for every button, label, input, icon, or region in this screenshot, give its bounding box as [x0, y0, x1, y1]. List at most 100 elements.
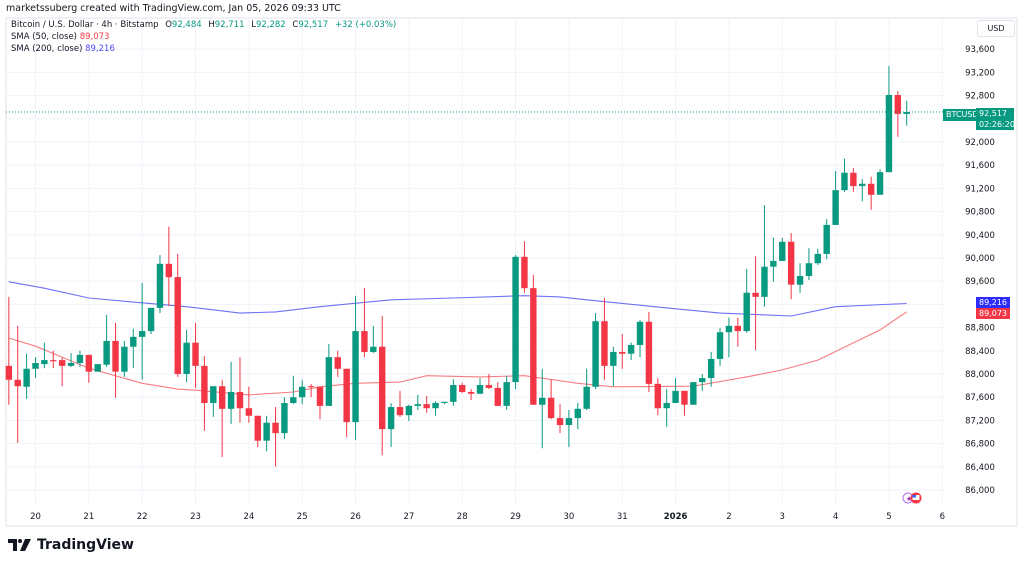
candle-up: [130, 328, 137, 369]
candle-body: [41, 360, 48, 365]
time-tick-label: 31: [617, 512, 628, 522]
sma50-legend[interactable]: SMA (50, close) 89,073: [11, 32, 109, 42]
candle-body: [121, 346, 128, 372]
price-tick-label: 93,200: [965, 68, 995, 78]
candle-body: [610, 351, 617, 366]
sma200-line: [8, 281, 907, 317]
candle-body: [779, 241, 786, 261]
time-axis[interactable]: 20 21 22 23 24 25 26 27 28 29 30 31 2026 2 3 4 5 6: [30, 512, 945, 522]
price-tick-label: 86,000: [965, 486, 995, 496]
close-label: C: [292, 20, 299, 30]
candle-body: [343, 368, 350, 423]
candle-body: [361, 331, 368, 352]
candle-body: [814, 253, 822, 264]
candle-up: [210, 386, 217, 417]
candle-body: [459, 385, 466, 392]
candle-body: [565, 418, 573, 426]
candle-body: [556, 418, 564, 426]
candle-body: [796, 275, 804, 285]
time-tick-label: 20: [30, 512, 41, 522]
time-tick-label: 23: [190, 512, 201, 522]
sma200-line-group: [8, 281, 907, 317]
time-tick-label: 26: [350, 512, 361, 522]
high-label: H: [208, 20, 215, 30]
candle-body: [521, 256, 528, 289]
candle-up: [441, 401, 448, 405]
candle-down: [334, 350, 341, 377]
candle-body: [307, 386, 315, 388]
candle-body: [770, 260, 777, 267]
price-tick-label: 90,400: [965, 231, 995, 241]
candle-up: [227, 361, 235, 424]
last-price-value: 92,517: [979, 109, 1007, 118]
candle-down: [752, 256, 759, 351]
price-tick-label: 88,400: [965, 347, 995, 357]
flags-icon[interactable]: ★: [902, 492, 922, 504]
candle-body: [672, 390, 679, 403]
candle-body: [601, 321, 608, 366]
candle-body: [450, 385, 457, 402]
price-tick-label: 88,800: [965, 324, 995, 334]
candle-body: [690, 382, 697, 405]
price-tick-label: 86,800: [965, 440, 995, 450]
candle-down: [272, 407, 279, 467]
candle-up: [299, 379, 306, 405]
candle-up: [103, 314, 110, 368]
candle-down: [343, 368, 350, 438]
candle-body: [263, 422, 270, 441]
tradingview-logo-icon: [8, 539, 31, 551]
tradingview-logo[interactable]: TradingView: [8, 537, 134, 553]
price-tick-label: 87,200: [965, 416, 995, 426]
candle-body: [592, 321, 599, 387]
candle-body: [245, 408, 253, 416]
candle-up: [281, 397, 288, 439]
price-tick-label: 88,000: [965, 370, 995, 380]
candle-body: [334, 357, 341, 369]
candle-down: [867, 176, 875, 210]
symbol-tag: BTCUSD: [943, 109, 982, 121]
price-axis[interactable]: 86,000 86,400 86,800 87,200 87,600 88,000 88,4…: [965, 45, 995, 496]
candle-down: [201, 356, 208, 431]
candle-body: [165, 263, 173, 278]
candle-body: [14, 379, 21, 387]
candle-up: [761, 205, 768, 307]
sma200-label: SMA (200, close): [11, 44, 83, 54]
candle-body: [894, 95, 902, 114]
candle-down: [521, 241, 528, 293]
time-tick-label: 28: [457, 512, 468, 522]
price-tick-label: 92,800: [965, 92, 995, 102]
time-tick-label: 6: [940, 512, 945, 522]
candle-down: [734, 317, 742, 347]
sma200-tag: 89,216: [976, 297, 1010, 308]
candle-body: [23, 368, 30, 387]
candle-down: [494, 382, 501, 406]
candle-up: [592, 313, 599, 390]
candle-up: [832, 171, 839, 225]
candle-up: [147, 307, 155, 334]
candle-body: [218, 386, 226, 409]
sma200-legend[interactable]: SMA (200, close) 89,216: [11, 44, 115, 54]
candle-body: [663, 403, 670, 409]
candle-body: [619, 351, 626, 354]
candle-body: [50, 360, 57, 362]
candle-body: [627, 345, 635, 354]
candle-up: [512, 255, 519, 390]
candle-up: [156, 255, 164, 314]
candle-down: [361, 288, 368, 358]
candle-down: [467, 389, 475, 401]
chart-frame: [5, 17, 1018, 527]
candle-body: [823, 224, 830, 254]
candle-up: [138, 282, 146, 380]
candle-body: [192, 342, 199, 366]
candle-up: [805, 248, 813, 281]
candle-up: [823, 219, 830, 260]
candle-body: [441, 401, 448, 403]
price-tick-label: 93,600: [965, 45, 995, 55]
candle-body: [210, 386, 217, 403]
candle-body: [147, 307, 155, 332]
svg-text:★: ★: [906, 495, 912, 503]
candle-up: [627, 342, 635, 361]
currency-button[interactable]: USD: [977, 20, 1015, 37]
candle-up: [610, 346, 617, 387]
